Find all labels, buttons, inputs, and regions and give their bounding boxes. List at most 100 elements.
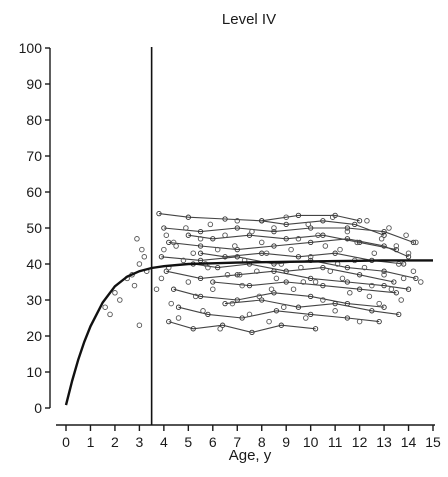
track-point — [234, 225, 240, 231]
data-point — [300, 279, 307, 285]
data-point — [180, 257, 187, 264]
track-point — [381, 232, 387, 238]
data-point — [224, 272, 231, 278]
track-point — [210, 279, 216, 285]
track-point — [410, 239, 417, 246]
track-point — [259, 297, 265, 303]
data-point — [366, 293, 373, 300]
data-point — [139, 246, 145, 253]
data-point — [315, 232, 321, 238]
data-point — [217, 326, 223, 332]
track-point — [234, 254, 240, 260]
x-tick-label: 10 — [303, 434, 319, 450]
x-tick-label: 5 — [184, 434, 192, 450]
fitted-curve-group — [64, 259, 433, 406]
data-point — [234, 218, 241, 224]
track-point — [308, 225, 314, 231]
data-point — [386, 225, 392, 231]
data-point — [403, 232, 409, 238]
track-point — [278, 322, 284, 328]
data-point — [354, 239, 360, 246]
track-point — [222, 300, 228, 307]
track-point — [295, 254, 302, 260]
data-point — [398, 297, 404, 303]
data-point — [271, 225, 277, 231]
track-point — [356, 272, 363, 278]
track-point — [197, 228, 204, 235]
data-point — [339, 275, 346, 282]
track-point — [332, 250, 338, 256]
x-tick-label: 3 — [136, 434, 144, 450]
x-tick-label: 7 — [233, 434, 241, 450]
data-point — [320, 297, 326, 303]
track-line — [168, 238, 409, 258]
data-point — [239, 282, 245, 289]
track-point — [381, 304, 387, 310]
track-point — [356, 239, 363, 246]
y-tick-label: 100 — [19, 40, 43, 56]
track-point — [197, 250, 204, 256]
track-point — [320, 218, 326, 224]
track-line — [261, 220, 385, 236]
x-tick-label: 14 — [401, 434, 417, 450]
data-point — [141, 254, 148, 260]
track-point — [166, 318, 172, 325]
data-point — [312, 279, 319, 285]
data-point — [207, 221, 214, 228]
data-point — [369, 282, 375, 289]
data-point — [410, 268, 417, 274]
data-point — [388, 286, 395, 292]
track-point — [393, 290, 399, 296]
data-point — [192, 293, 199, 300]
track-point — [283, 268, 289, 274]
x-tick-label: 8 — [258, 434, 266, 450]
x-tick-label: 6 — [209, 434, 217, 450]
track-point — [246, 282, 253, 289]
data-point — [418, 279, 424, 285]
track-point — [234, 246, 240, 253]
track-point — [158, 254, 165, 260]
x-tick-label: 2 — [111, 434, 119, 450]
track-point — [156, 210, 162, 217]
track-point — [344, 315, 351, 321]
track-point — [381, 268, 387, 274]
data-point — [136, 322, 143, 328]
track-point — [344, 236, 351, 242]
x-tick-label: 9 — [282, 434, 290, 450]
track-point — [396, 311, 402, 318]
data-point — [298, 264, 304, 271]
track-point — [215, 264, 221, 271]
track-point — [405, 254, 412, 260]
data-point — [266, 318, 272, 325]
track-point — [283, 279, 289, 285]
data-point — [381, 272, 387, 278]
data-point — [249, 228, 255, 235]
data-point — [214, 246, 221, 253]
data-point — [361, 264, 368, 271]
track-point — [320, 282, 326, 289]
data-point — [158, 275, 165, 282]
data-point — [102, 304, 108, 310]
track-point — [185, 232, 191, 238]
data-point — [197, 236, 204, 242]
data-point — [364, 218, 370, 224]
track-point — [381, 282, 387, 289]
track-point — [344, 264, 351, 271]
track-point — [308, 239, 314, 246]
data-point — [405, 250, 412, 256]
data-point — [393, 243, 400, 249]
track-point — [332, 300, 338, 307]
track-point — [185, 214, 191, 220]
track-point — [197, 243, 204, 249]
track-point — [312, 326, 319, 332]
y-tick-label: 50 — [26, 220, 42, 236]
data-point — [337, 246, 343, 253]
x-tick-label: 0 — [62, 434, 70, 450]
track-point — [381, 228, 387, 235]
track-line — [193, 263, 395, 283]
data-point — [273, 275, 280, 282]
data-point — [236, 272, 243, 278]
data-point — [305, 221, 311, 228]
fitted-curve — [64, 259, 433, 406]
